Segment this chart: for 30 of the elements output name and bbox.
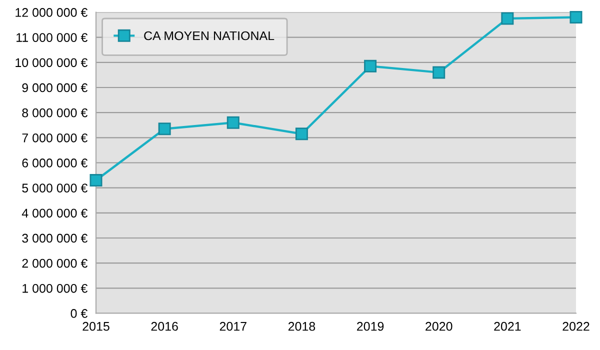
point xyxy=(295,128,308,140)
x-tick-label: 2020 xyxy=(426,322,452,331)
point xyxy=(90,174,102,187)
legend-label: CA MOYEN NATIONAL xyxy=(144,31,274,40)
point xyxy=(158,122,171,136)
point xyxy=(570,11,582,24)
y-tick-label: 9 000 000 € xyxy=(22,83,88,92)
y-tick-label: 1 000 000 € xyxy=(22,284,88,293)
y-tick-label: 3 000 000 € xyxy=(22,234,88,243)
y-tick-label: 11 000 000 € xyxy=(16,33,88,42)
point xyxy=(226,116,240,129)
y-tick-label: 6 000 000 € xyxy=(22,158,88,168)
y-tick-label: 4 000 000 € xyxy=(22,208,88,218)
x-tick-label: 2022 xyxy=(562,322,590,331)
x-tick-label: 2018 xyxy=(288,322,316,331)
point xyxy=(432,66,446,79)
point xyxy=(501,12,514,25)
x-tick-label: 2019 xyxy=(357,322,384,331)
y-tick-label: 10 000 000 € xyxy=(16,58,88,68)
y-tick-label: 5 000 000 € xyxy=(22,184,88,192)
x-tick-label: 2015 xyxy=(82,322,110,331)
x-tick-label: 2017 xyxy=(220,322,246,331)
y-tick-label: 7 000 000 € xyxy=(22,133,88,142)
x-tick-label: 2021 xyxy=(494,322,521,331)
y-tick-label: 0 € xyxy=(70,309,88,318)
y-tick-label: 2 000 000 € xyxy=(22,258,88,268)
point xyxy=(364,60,377,72)
y-tick-label: 12 000 000 € xyxy=(16,8,88,17)
x-tick-label: 2016 xyxy=(151,322,178,331)
y-tick-label: 8 000 000 € xyxy=(22,108,88,118)
